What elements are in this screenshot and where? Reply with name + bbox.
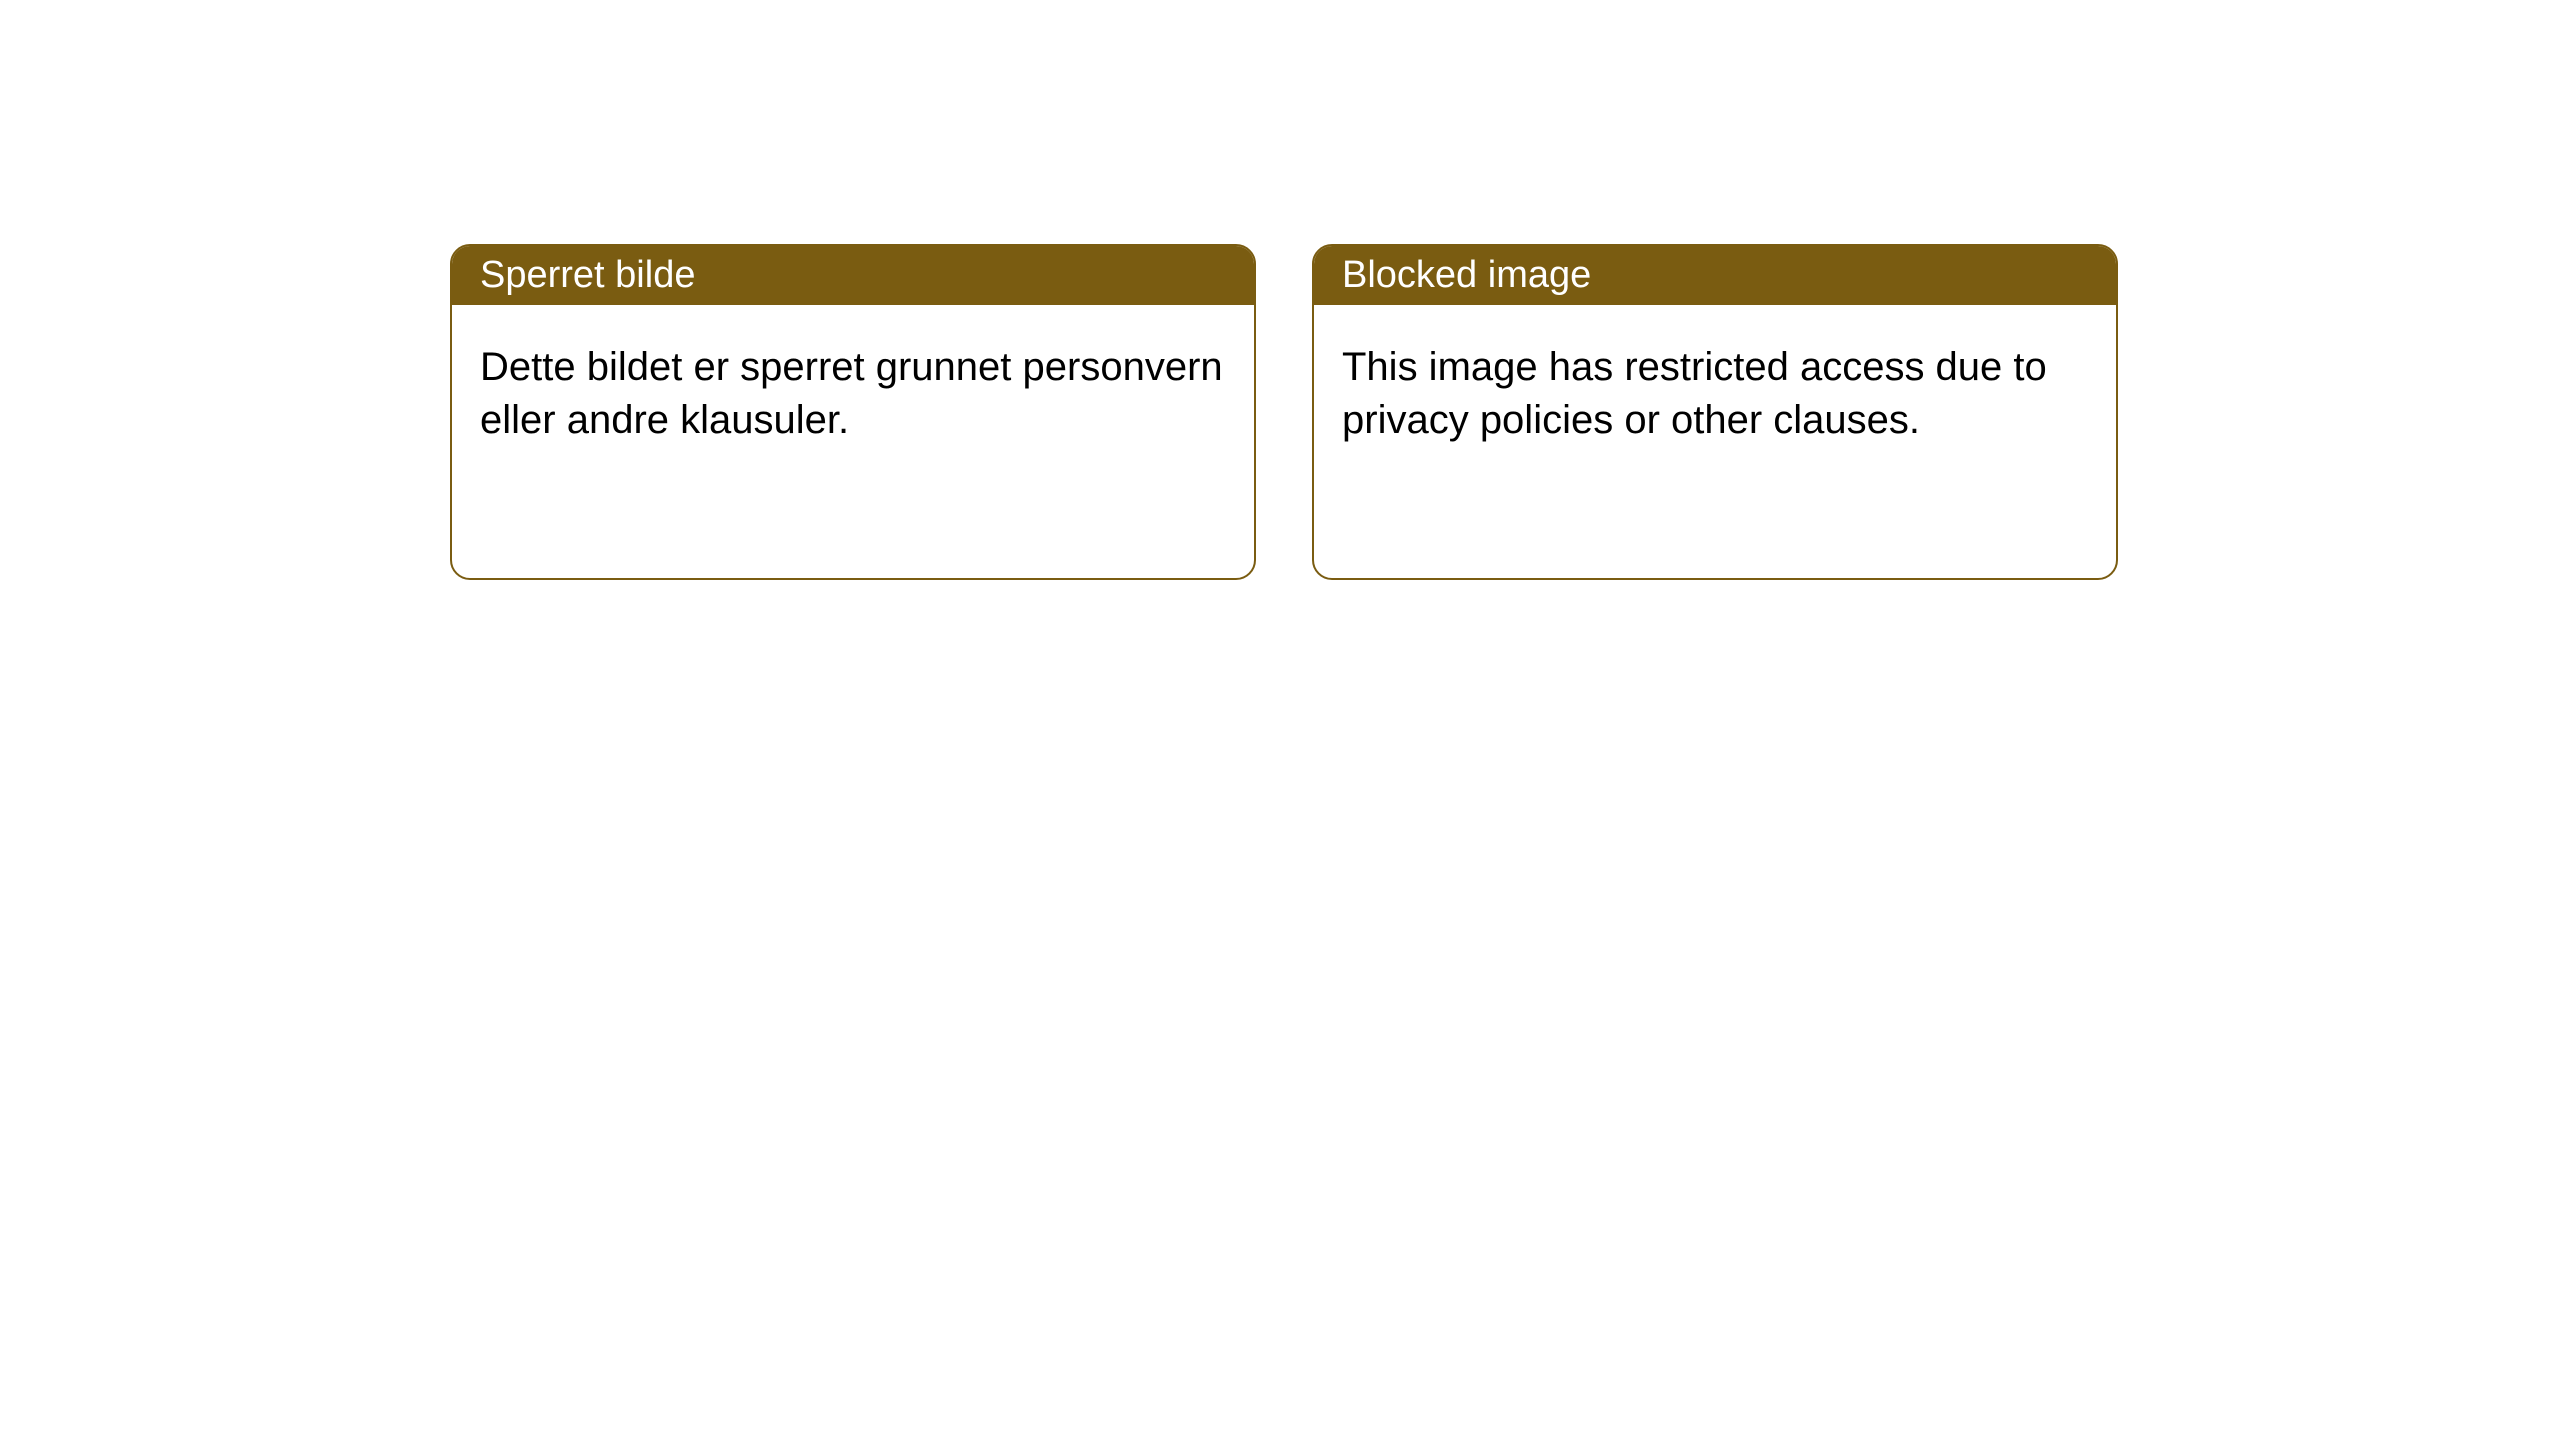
notice-card-body: Dette bildet er sperret grunnet personve… xyxy=(452,305,1254,483)
notice-card-norwegian: Sperret bilde Dette bildet er sperret gr… xyxy=(450,244,1256,580)
notice-card-message: This image has restricted access due to … xyxy=(1342,345,2047,442)
notice-card-message: Dette bildet er sperret grunnet personve… xyxy=(480,345,1223,442)
notice-card-body: This image has restricted access due to … xyxy=(1314,305,2116,483)
notice-card-english: Blocked image This image has restricted … xyxy=(1312,244,2118,580)
notice-card-header: Blocked image xyxy=(1314,246,2116,305)
notice-card-header: Sperret bilde xyxy=(452,246,1254,305)
notice-card-title: Blocked image xyxy=(1342,254,1591,296)
notice-card-title: Sperret bilde xyxy=(480,254,695,296)
notice-cards-container: Sperret bilde Dette bildet er sperret gr… xyxy=(450,244,2118,580)
